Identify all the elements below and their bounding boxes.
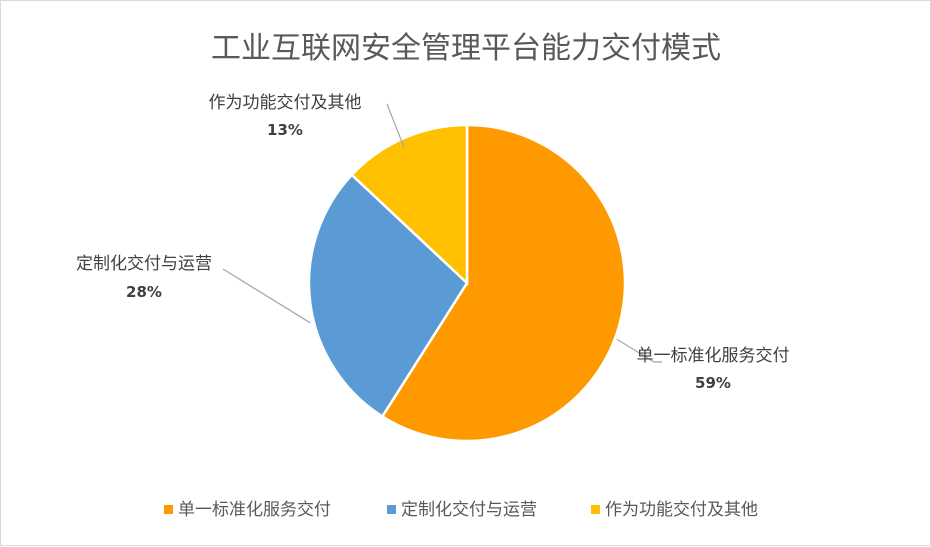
legend-item: 定制化交付与运营 xyxy=(387,500,537,520)
data-label-name: 作为功能交付及其他 xyxy=(209,93,362,113)
legend-swatch xyxy=(164,505,173,514)
legend-label: 作为功能交付及其他 xyxy=(605,500,758,520)
leader-line xyxy=(386,103,405,149)
legend-item: 单一标准化服务交付 xyxy=(164,500,331,520)
legend: 单一标准化服务交付 定制化交付与运营 作为功能交付及其他 xyxy=(164,500,758,520)
legend-label: 定制化交付与运营 xyxy=(401,500,537,520)
legend-label: 单一标准化服务交付 xyxy=(178,500,331,520)
data-label-value: 28% xyxy=(126,283,162,301)
pie-slices xyxy=(307,123,627,443)
leader-line xyxy=(616,338,662,363)
legend-item: 作为功能交付及其他 xyxy=(591,500,758,520)
data-label-value: 59% xyxy=(695,374,731,392)
leader-line xyxy=(222,268,311,324)
data-labels: 单一标准化服务交付 59% 定制化交付与运营 28% 作为功能交付及其他 13% xyxy=(76,93,790,392)
data-label-value: 13% xyxy=(267,121,303,139)
legend-swatch xyxy=(387,505,396,514)
pie-slice xyxy=(350,123,469,286)
chart-title: 工业互联网安全管理平台能力交付模式 xyxy=(211,31,721,66)
leader-lines xyxy=(222,103,662,363)
pie-slice xyxy=(307,173,469,419)
legend-swatch xyxy=(591,505,600,514)
data-label-name: 单一标准化服务交付 xyxy=(637,346,790,366)
pie-slice xyxy=(380,123,627,443)
data-label-name: 定制化交付与运营 xyxy=(76,254,212,274)
